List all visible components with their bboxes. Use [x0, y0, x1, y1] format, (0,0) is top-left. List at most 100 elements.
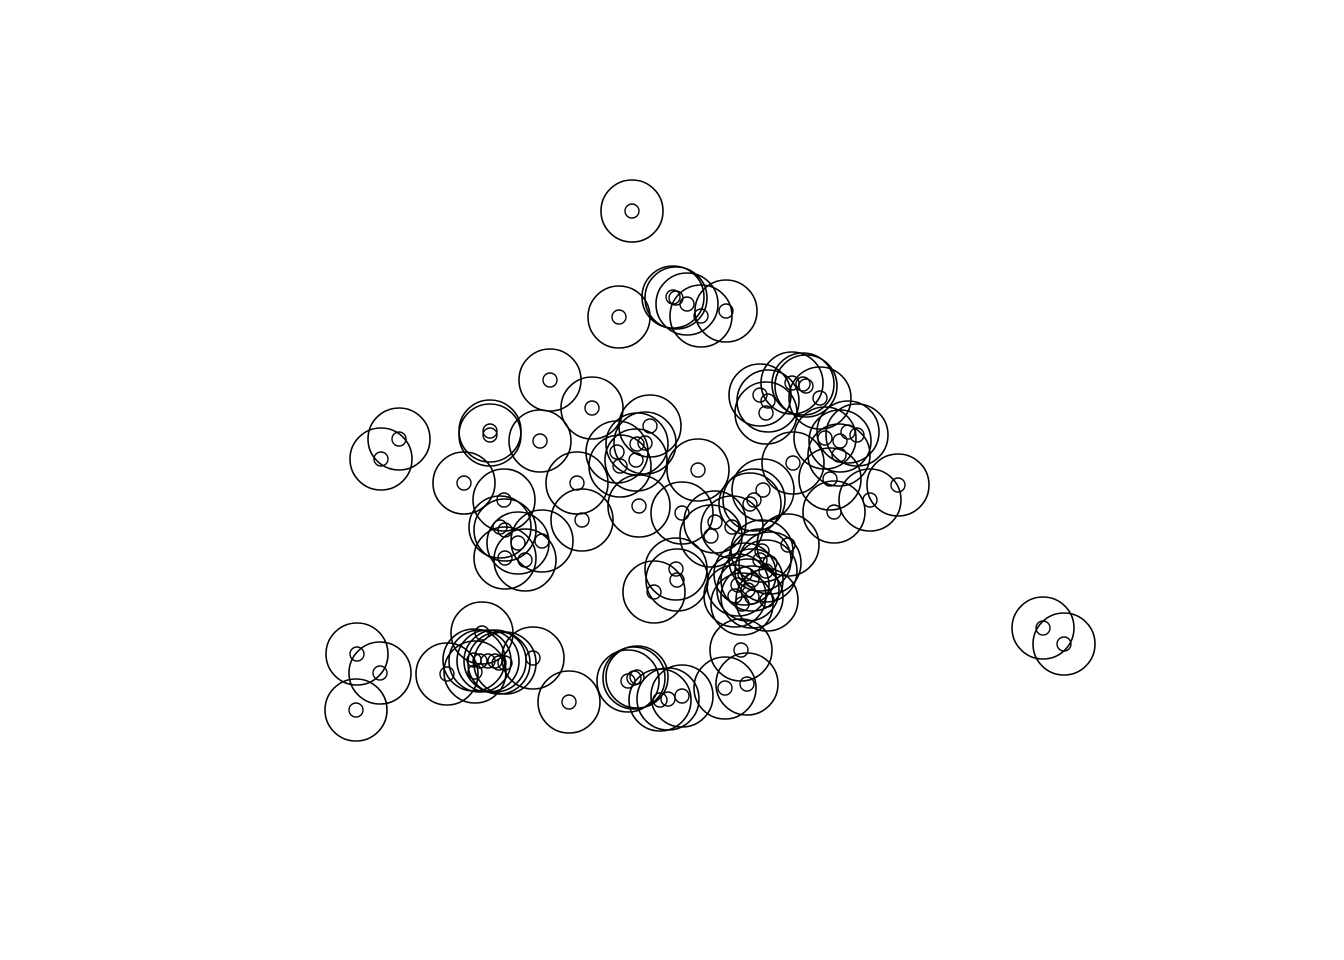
data-point-outer-ring	[808, 409, 872, 473]
data-point	[607, 474, 671, 538]
data-point-inner-ring	[733, 642, 749, 658]
data-point	[628, 668, 692, 732]
data-point-inner-ring	[611, 309, 627, 325]
data-point-inner-ring	[707, 514, 723, 530]
data-point-inner-ring	[785, 455, 801, 471]
data-point-outer-ring	[545, 451, 609, 515]
data-point-inner-ring	[456, 475, 472, 491]
data-point-outer-ring	[587, 285, 651, 349]
data-point-outer-ring	[1011, 596, 1075, 660]
data-point-outer-ring	[706, 553, 770, 617]
data-point-outer-ring	[473, 498, 537, 562]
data-point-outer-ring	[467, 631, 531, 695]
data-point-inner-ring	[831, 447, 847, 463]
data-point	[694, 279, 758, 343]
data-point-outer-ring	[655, 272, 719, 336]
data-point-inner-ring	[822, 471, 838, 487]
data-point	[644, 537, 708, 601]
data-point	[605, 412, 669, 476]
data-point-inner-ring	[574, 512, 590, 528]
data-point-inner-ring	[668, 561, 684, 577]
data-point-inner-ring	[373, 451, 389, 467]
data-point-inner-ring	[652, 692, 668, 708]
data-point-inner-ring	[542, 372, 558, 388]
data-point	[458, 403, 522, 467]
data-point-outer-ring	[349, 427, 413, 491]
data-point-outer-ring	[605, 412, 669, 476]
data-point-inner-ring	[467, 664, 483, 680]
data-point-outer-ring	[607, 474, 671, 538]
data-point-outer-ring	[508, 409, 572, 473]
data-point-outer-ring	[588, 434, 652, 498]
data-point	[771, 352, 835, 416]
data-point-outer-ring	[443, 640, 507, 704]
data-point	[802, 480, 866, 544]
data-point	[622, 560, 686, 624]
data-point-outer-ring	[807, 423, 871, 487]
data-point-outer-ring	[669, 284, 733, 348]
data-point	[774, 354, 838, 418]
data-point-outer-ring	[774, 354, 838, 418]
data-point-inner-ring	[624, 203, 640, 219]
data-point-outer-ring	[458, 403, 522, 467]
data-point	[693, 656, 757, 720]
data-point-inner-ring	[795, 376, 811, 392]
data-point	[443, 640, 507, 704]
data-point-inner-ring	[517, 552, 533, 568]
data-point-inner-ring	[482, 423, 498, 439]
data-point	[650, 481, 714, 545]
data-point-inner-ring	[348, 702, 364, 718]
data-point-outer-ring	[722, 468, 786, 532]
data-point	[825, 403, 889, 467]
data-point-inner-ring	[1056, 636, 1072, 652]
data-point	[1032, 612, 1096, 676]
data-point-outer-ring	[710, 572, 774, 636]
data-point	[1011, 596, 1075, 660]
data-point-outer-ring	[367, 407, 431, 471]
data-point-inner-ring	[561, 694, 577, 710]
data-point-inner-ring	[637, 435, 653, 451]
data-point-outer-ring	[618, 394, 682, 458]
data-point-inner-ring	[674, 688, 690, 704]
data-point-inner-ring	[742, 496, 758, 512]
data-point-outer-ring	[473, 526, 537, 590]
data-point	[798, 447, 862, 511]
data-point-inner-ring	[717, 680, 733, 696]
data-point-inner-ring	[724, 519, 740, 535]
data-point	[348, 641, 412, 705]
data-point-inner-ring	[826, 504, 842, 520]
data-point-outer-ring	[644, 266, 708, 330]
data-point-outer-ring	[518, 348, 582, 412]
data-point-outer-ring	[838, 468, 902, 532]
data-point	[738, 531, 802, 595]
data-point-outer-ring	[415, 642, 479, 706]
data-point	[367, 407, 431, 471]
data-point-outer-ring	[798, 447, 862, 511]
data-point	[537, 670, 601, 734]
data-point	[645, 548, 709, 612]
data-point	[718, 472, 782, 536]
data-point-outer-ring	[716, 558, 780, 622]
data-point-inner-ring	[482, 427, 498, 443]
data-point	[518, 348, 582, 412]
data-point	[706, 553, 770, 617]
data-point-outer-ring	[596, 649, 660, 713]
data-point	[473, 498, 537, 562]
data-point-inner-ring	[679, 296, 695, 312]
data-point-inner-ring	[798, 378, 814, 394]
data-point-outer-ring	[560, 376, 624, 440]
data-point	[588, 434, 652, 498]
data-point-outer-ring	[825, 403, 889, 467]
data-point-outer-ring	[537, 670, 601, 734]
data-point-inner-ring	[349, 646, 365, 662]
data-point-outer-ring	[720, 548, 784, 612]
data-point-inner-ring	[660, 691, 676, 707]
data-point-inner-ring	[734, 596, 750, 612]
data-point-outer-ring	[324, 678, 388, 742]
data-point-inner-ring	[491, 655, 507, 671]
data-point-outer-ring	[1032, 612, 1096, 676]
data-point-inner-ring	[832, 433, 848, 449]
data-point-outer-ring	[348, 641, 412, 705]
data-point-outer-ring	[866, 453, 930, 517]
data-point-inner-ring	[480, 653, 496, 669]
